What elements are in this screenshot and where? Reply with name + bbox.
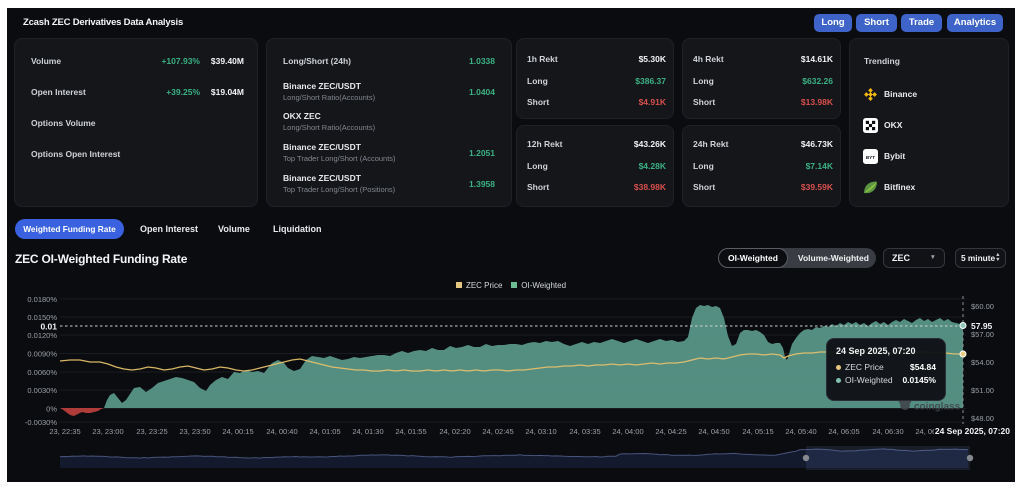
svg-text:0.0150%: 0.0150% — [27, 313, 57, 322]
svg-text:23, 23:25: 23, 23:25 — [136, 427, 167, 436]
svg-text:57.95: 57.95 — [971, 321, 993, 331]
svg-text:$57.00: $57.00 — [971, 330, 994, 339]
svg-text:23, 23:50: 23, 23:50 — [179, 427, 210, 436]
svg-text:24 Sep 2025, 07:20: 24 Sep 2025, 07:20 — [935, 426, 1010, 436]
svg-text:24, 06:30: 24, 06:30 — [872, 427, 903, 436]
svg-text:24, 03:35: 24, 03:35 — [569, 427, 600, 436]
svg-text:24, 01:55: 24, 01:55 — [395, 427, 426, 436]
svg-text:$48.00: $48.00 — [971, 414, 994, 423]
svg-text:24, 03:10: 24, 03:10 — [525, 427, 556, 436]
svg-text:24, 06:55: 24, 06:55 — [915, 427, 946, 436]
svg-text:24, 04:00: 24, 04:00 — [612, 427, 643, 436]
svg-text:0.0120%: 0.0120% — [27, 331, 57, 340]
svg-text:23, 22:35: 23, 22:35 — [49, 427, 80, 436]
svg-text:BYT: BYT — [866, 155, 875, 160]
svg-text:24, 05:15: 24, 05:15 — [742, 427, 773, 436]
svg-text:24, 05:40: 24, 05:40 — [785, 427, 816, 436]
svg-text:24, 01:30: 24, 01:30 — [352, 427, 383, 436]
svg-text:0.0030%: 0.0030% — [27, 386, 57, 395]
svg-text:24, 00:15: 24, 00:15 — [222, 427, 253, 436]
svg-text:-0.0030%: -0.0030% — [25, 418, 57, 427]
svg-text:0.0180%: 0.0180% — [27, 295, 57, 304]
svg-text:24, 00:40: 24, 00:40 — [266, 427, 297, 436]
svg-text:$60.00: $60.00 — [971, 302, 994, 311]
svg-text:0%: 0% — [46, 405, 57, 414]
svg-text:0.01: 0.01 — [40, 322, 57, 332]
svg-text:0.0090%: 0.0090% — [27, 350, 57, 359]
svg-text:24, 06:05: 24, 06:05 — [828, 427, 859, 436]
svg-text:24, 02:20: 24, 02:20 — [439, 427, 470, 436]
svg-text:24, 04:25: 24, 04:25 — [655, 427, 686, 436]
svg-text:23, 23:00: 23, 23:00 — [92, 427, 123, 436]
svg-text:24, 02:45: 24, 02:45 — [482, 427, 513, 436]
svg-text:24, 01:05: 24, 01:05 — [309, 427, 340, 436]
svg-text:$54.00: $54.00 — [971, 358, 994, 367]
svg-text:0.0060%: 0.0060% — [27, 368, 57, 377]
svg-text:24, 04:50: 24, 04:50 — [698, 427, 729, 436]
svg-text:$51.00: $51.00 — [971, 386, 994, 395]
svg-text:coinglass: coinglass — [914, 402, 961, 413]
